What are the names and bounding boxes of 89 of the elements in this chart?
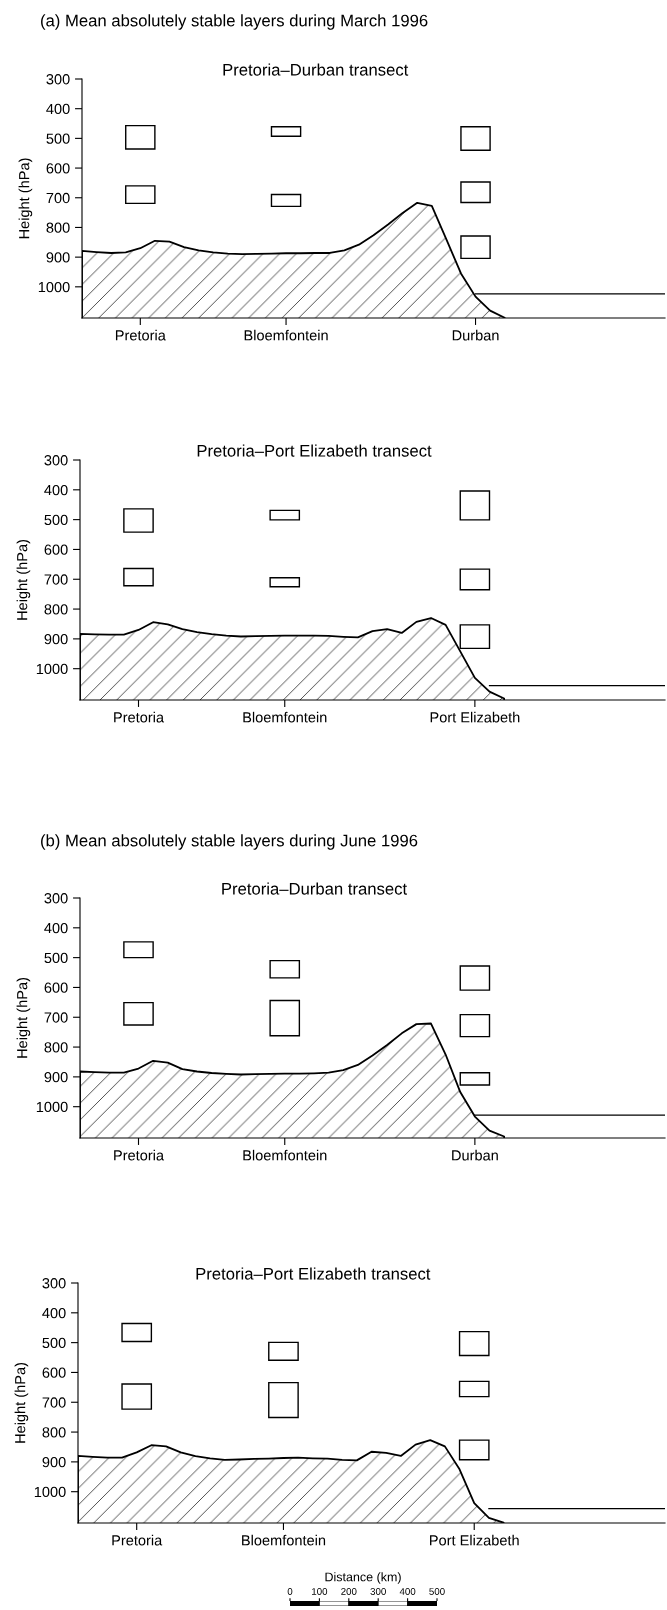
y-tick-label: 400 [44, 922, 68, 934]
y-tick-label: 700 [44, 574, 68, 585]
y-tick-label: 800 [44, 604, 68, 615]
bar [460, 126, 491, 151]
y-tick-label: 600 [44, 544, 68, 555]
bar [123, 941, 154, 959]
bar [460, 235, 491, 260]
x-tick-label: 100 [312, 1588, 328, 1595]
bar [268, 1381, 299, 1419]
bar [125, 185, 156, 205]
y-axis-title: Height (hPa) [16, 539, 31, 620]
bar [121, 1383, 153, 1410]
x-tick-label: 400 [399, 1588, 416, 1595]
y-tick-label: 500 [46, 133, 70, 144]
y-tick-label: 1000 [34, 1486, 66, 1498]
x-tick-label: Bloemfontein [242, 1534, 326, 1546]
y-tick-label: 900 [44, 633, 68, 645]
text: (b) Mean absolutely stable layers during June 1996 [41, 834, 418, 850]
y-axis-title: Height (hPa) [18, 158, 33, 239]
y-tick-label: 600 [42, 1367, 66, 1378]
text: (a) Mean absolutely stable layers during March 1996 [41, 14, 428, 30]
y-tick-label: 400 [46, 103, 70, 115]
y-tick-label: 1000 [36, 663, 68, 675]
bar [270, 126, 302, 137]
y-tick-label: 700 [44, 1012, 68, 1023]
y-tick-label: 300 [46, 74, 70, 85]
chart-title: Pretoria–Durban transect [223, 63, 409, 76]
bar [270, 193, 302, 208]
x-tick-label: 200 [341, 1588, 357, 1595]
y-axis-title: Height (hPa) [16, 977, 31, 1058]
x-tick-label: Pretoria [114, 1149, 165, 1161]
bar [269, 577, 301, 588]
y-tick-label: 500 [42, 1337, 66, 1349]
y-tick-label: 1000 [38, 281, 70, 293]
x-tick-label: 0 [287, 1588, 293, 1595]
y-tick-label: 800 [44, 1042, 68, 1053]
x-tick-label: Bloemfontein [244, 329, 328, 341]
y-tick-label: 400 [44, 484, 68, 496]
bar [459, 1013, 491, 1038]
bar [458, 1380, 490, 1398]
y-tick-label: 600 [44, 982, 68, 993]
y-tick-label: 300 [44, 893, 68, 904]
y-tick-label: 900 [46, 252, 70, 263]
bar [268, 1341, 299, 1361]
y-tick-label: 1000 [36, 1101, 68, 1113]
x-tick-label: 500 [429, 1588, 445, 1595]
x-tick-label: Port Elizabeth [430, 1534, 519, 1546]
x-tick-label: Bloemfontein [243, 1149, 327, 1161]
bar [121, 1322, 153, 1343]
x-axis-title: Distance (km) [325, 1572, 401, 1584]
x-tick-label: 300 [370, 1588, 386, 1595]
y-tick-label: 300 [44, 455, 68, 466]
bar [459, 965, 491, 991]
x-tick-label: Durban [452, 329, 499, 341]
y-tick-label: 900 [42, 1456, 66, 1468]
bar [123, 508, 154, 533]
bar [459, 490, 491, 521]
x-tick-label: Durban [452, 1149, 498, 1161]
y-tick-label: 700 [46, 192, 70, 204]
x-tick-label: Port Elizabeth [430, 711, 520, 723]
bar [459, 624, 491, 650]
bar [269, 959, 301, 979]
bar [458, 1330, 490, 1357]
y-axis-title: Height (hPa) [14, 1362, 29, 1443]
y-tick-label: 700 [42, 1397, 66, 1408]
bar [269, 999, 301, 1037]
x-tick-label: Pretoria [115, 329, 166, 341]
y-tick-label: 300 [42, 1278, 66, 1289]
y-tick-label: 500 [44, 514, 68, 526]
bar [458, 1439, 490, 1461]
chart-title: Pretoria–Durban transect [222, 882, 407, 895]
bar [123, 567, 154, 587]
bar [269, 509, 301, 521]
bar [459, 1072, 491, 1086]
bar [460, 181, 491, 204]
x-tick-label: Pretoria [112, 1534, 163, 1546]
y-tick-label: 400 [42, 1307, 66, 1319]
y-tick-label: 600 [46, 163, 70, 174]
bar [125, 124, 156, 150]
x-tick-label: Bloemfontein [243, 711, 327, 723]
x-tick-label: Pretoria [114, 711, 165, 723]
y-tick-label: 900 [44, 1071, 68, 1083]
bar [459, 568, 491, 591]
chart-title: Pretoria–Port Elizabeth transect [196, 1267, 431, 1280]
chart-title: Pretoria–Port Elizabeth transect [197, 444, 432, 457]
y-tick-label: 800 [42, 1427, 66, 1438]
y-tick-label: 500 [44, 952, 68, 964]
bar [123, 1001, 154, 1026]
y-tick-label: 800 [46, 222, 70, 233]
